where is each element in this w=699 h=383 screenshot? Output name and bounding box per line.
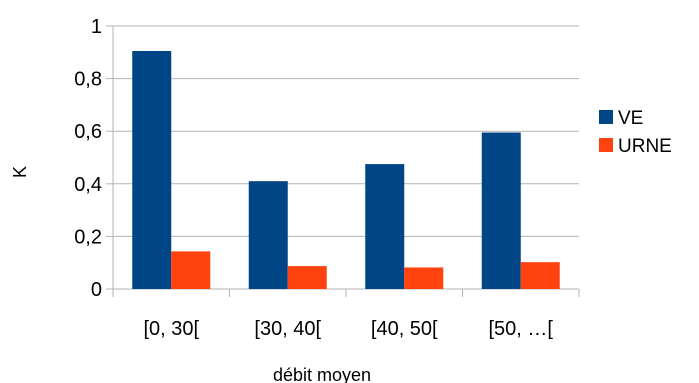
- bar-ve-1: [248, 181, 288, 289]
- y-tick-label: 1: [91, 16, 102, 38]
- legend-label-urne: URNE: [618, 136, 672, 157]
- x-tick-label: [30, 40[: [254, 318, 321, 340]
- y-axis-title: K: [10, 166, 30, 178]
- bar-ve-2: [365, 164, 405, 289]
- bar-urne-3: [520, 262, 560, 289]
- y-tick-label: 0,8: [74, 69, 102, 91]
- legend-swatch-urne: [599, 138, 613, 152]
- x-tick-label: [50, …[: [489, 318, 554, 340]
- y-tick-label: 0,6: [74, 121, 102, 143]
- bar-urne-2: [404, 267, 444, 289]
- tick-labels: 0 0,2 0,4 0,6 0,8 1 [0, 30[ [30, 40[ [40, 50[ [50…: [74, 16, 553, 340]
- bar-urne-0: [171, 251, 211, 289]
- legend-label-ve: VE: [618, 108, 643, 129]
- legend-swatch-ve: [599, 110, 613, 124]
- bars: [132, 50, 560, 289]
- legend: VE URNE: [599, 108, 672, 157]
- bar-ve-3: [481, 132, 521, 289]
- x-tick-label: [0, 30[: [143, 318, 199, 340]
- x-tick-label: [40, 50[: [371, 318, 438, 340]
- bar-urne-1: [287, 266, 327, 289]
- x-axis-title: débit moyen: [273, 365, 371, 383]
- y-tick-label: 0,2: [74, 226, 102, 248]
- y-tick-label: 0: [91, 279, 102, 301]
- bar-ve-0: [132, 50, 172, 289]
- y-tick-label: 0,4: [74, 174, 102, 196]
